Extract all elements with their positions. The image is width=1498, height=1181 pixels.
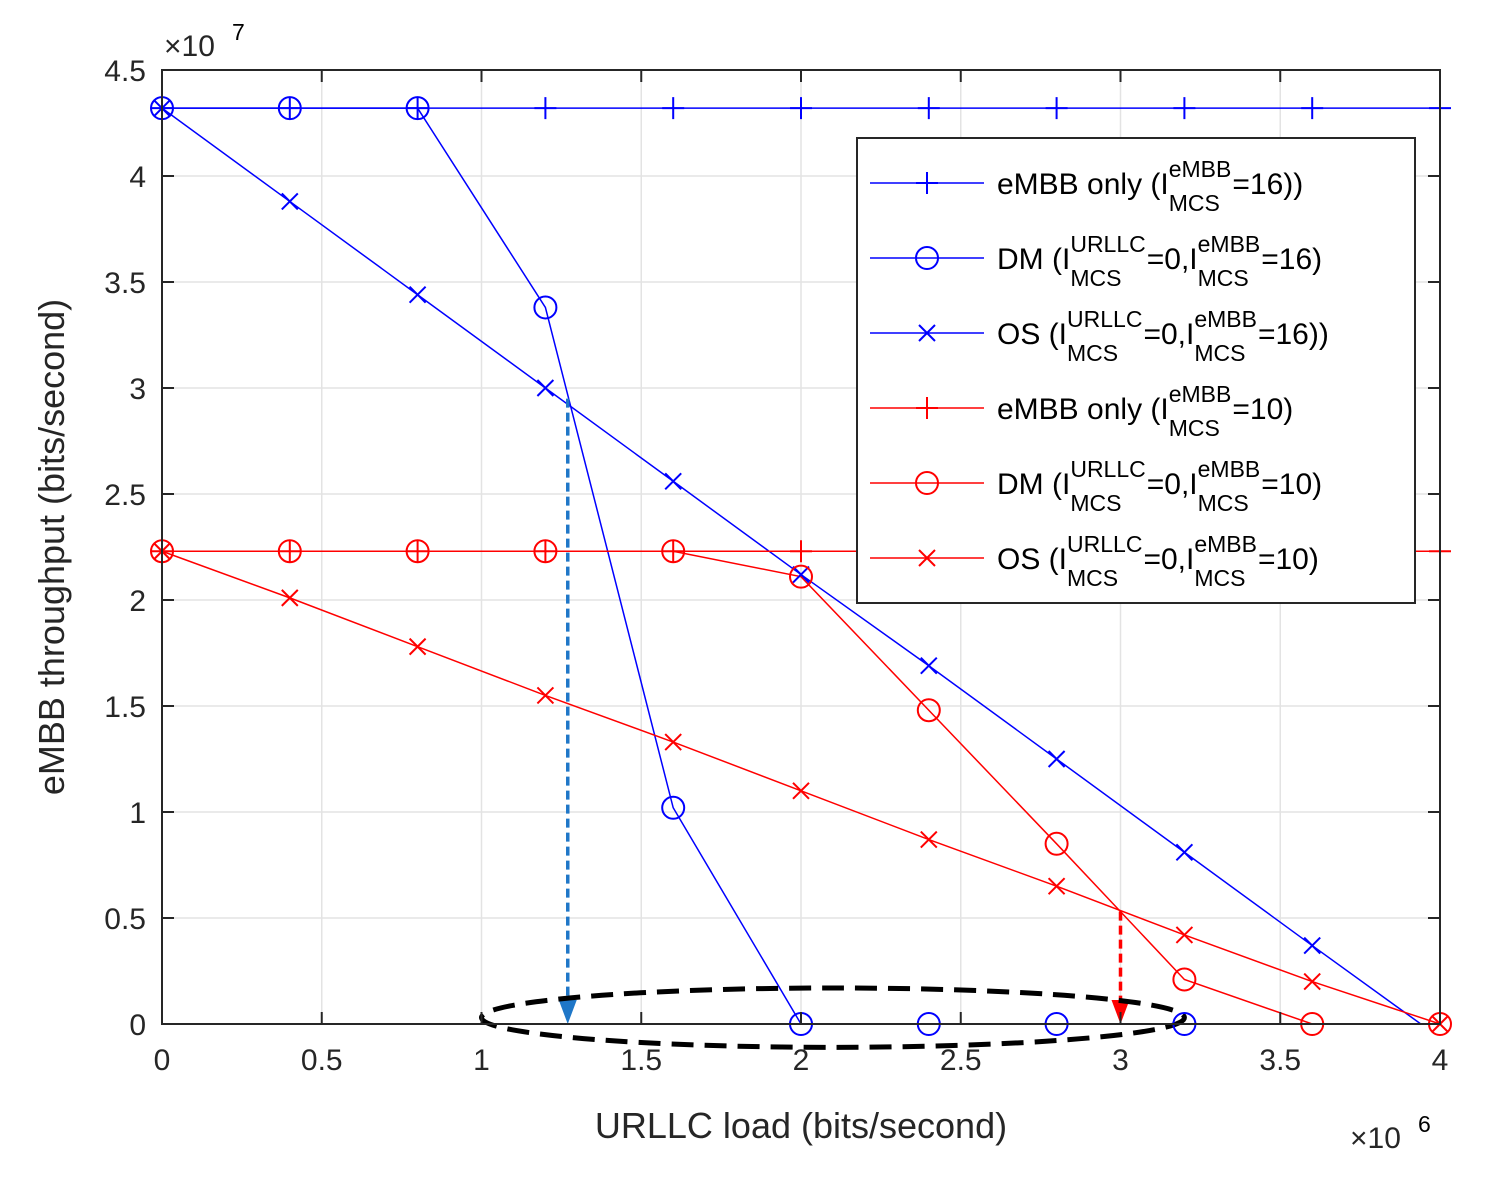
series-5-point bbox=[661, 539, 686, 564]
x-tick-label: 1 bbox=[473, 1044, 490, 1077]
series-5-point bbox=[916, 698, 941, 723]
y-multiplier: ×10 bbox=[164, 30, 215, 63]
series-5-point bbox=[277, 539, 302, 564]
series-2-point bbox=[405, 96, 430, 121]
legend-marker-1 bbox=[916, 172, 938, 194]
series-3-point bbox=[281, 192, 299, 211]
x-multiplier-exponent: 6 bbox=[1418, 1111, 1431, 1137]
y-tick-label: 0 bbox=[129, 1009, 146, 1042]
legend: eMBB only (IeMBB MCS=16)) DM (IURLLC MCS=0,… bbox=[856, 137, 1416, 604]
y-axis-title: eMBB throughput (bits/second) bbox=[31, 299, 72, 795]
series-4-point bbox=[534, 540, 557, 563]
y-exponent-label: ×10 7 bbox=[164, 19, 245, 63]
series-1-point bbox=[1173, 97, 1196, 120]
series-3-point bbox=[1175, 843, 1194, 861]
series-3-point bbox=[792, 565, 810, 584]
series-3-point bbox=[920, 657, 938, 675]
x-axis-title: URLLC load (bits/second) bbox=[595, 1105, 1007, 1146]
series-3-point bbox=[1047, 750, 1066, 768]
series-4-point bbox=[278, 540, 301, 563]
series-1-point bbox=[534, 97, 557, 120]
series-2-point bbox=[661, 795, 686, 820]
series-4-point bbox=[790, 540, 812, 563]
legend-marker-4 bbox=[916, 397, 938, 419]
y-tick-label: 2 bbox=[129, 585, 146, 618]
series-6-point bbox=[920, 830, 938, 849]
series-6-point bbox=[1047, 877, 1066, 895]
x-tick-label: 4 bbox=[1432, 1044, 1449, 1077]
y-tick-label: 2.5 bbox=[104, 479, 146, 512]
x-tick-label: 2 bbox=[793, 1044, 810, 1077]
x-tick-label: 1.5 bbox=[620, 1044, 662, 1077]
series-3-point bbox=[536, 379, 555, 397]
series-1-point bbox=[917, 97, 940, 120]
series-5-point bbox=[533, 539, 558, 564]
legend-label-6: OS (IURLLC MCS=0,IeMBB MCS=10) bbox=[997, 531, 1319, 591]
x-tick-label: 3 bbox=[1112, 1044, 1129, 1077]
series-1-point bbox=[790, 97, 812, 120]
series-4-point bbox=[662, 540, 685, 563]
y-tick-label: 1.5 bbox=[104, 691, 146, 724]
series-6-point bbox=[1303, 972, 1321, 991]
legend-box bbox=[856, 137, 1416, 604]
series-1-point bbox=[1301, 97, 1324, 120]
x-multiplier: ×10 bbox=[1350, 1122, 1401, 1155]
x-tick-label: 0 bbox=[154, 1044, 171, 1077]
legend-marker-6 bbox=[918, 549, 936, 567]
legend-marker-3 bbox=[918, 324, 936, 342]
legend-label-5: DM (IURLLC MCS=0,IeMBB MCS=10) bbox=[997, 456, 1322, 516]
series-5-point bbox=[1044, 831, 1069, 856]
series-3-point bbox=[408, 286, 427, 304]
ticks: 0 0.5 1 1.5 2 2.5 3 3.5 4 0 0.5 1 1.5 2 2.5 3 3.5 4 4.5 bbox=[104, 55, 1448, 1077]
series-4-point bbox=[406, 540, 429, 563]
y-tick-label: 4.5 bbox=[104, 55, 146, 88]
y-tick-label: 1 bbox=[129, 797, 146, 830]
series-6-point bbox=[1175, 926, 1194, 944]
legend-label-1: eMBB only (IeMBB MCS=16)) bbox=[997, 156, 1303, 216]
x-exponent-label: ×10 6 bbox=[1350, 1111, 1431, 1155]
series-6-point bbox=[792, 782, 810, 800]
y-tick-label: 4 bbox=[129, 161, 146, 194]
series-6-point bbox=[664, 733, 682, 751]
series-5-point bbox=[1172, 967, 1197, 992]
series-3-point bbox=[664, 472, 682, 490]
series-2-point bbox=[533, 295, 558, 320]
y-multiplier-exponent: 7 bbox=[232, 19, 245, 45]
series-5-point bbox=[789, 564, 813, 589]
y-tick-label: 0.5 bbox=[104, 903, 146, 936]
legend-label-2: DM (IURLLC MCS=0,IeMBB MCS=16) bbox=[997, 231, 1322, 291]
series-6-point bbox=[536, 686, 555, 705]
series-6-point bbox=[281, 589, 299, 607]
series-1-point bbox=[662, 97, 685, 120]
series-line-5 bbox=[162, 550, 1440, 1025]
series-2-point bbox=[277, 96, 302, 121]
legend-marker-2 bbox=[915, 246, 939, 270]
series-1-point bbox=[1045, 97, 1068, 120]
series-3-point bbox=[1303, 936, 1321, 955]
legend-label-3: OS (IURLLC MCS=0,IeMBB MCS=16)) bbox=[997, 306, 1329, 366]
legend-label-4: eMBB only (IeMBB MCS=10) bbox=[997, 381, 1293, 441]
dashed-arrow-head-1 bbox=[558, 1000, 577, 1024]
series-1-point bbox=[406, 97, 429, 120]
x-tick-label: 3.5 bbox=[1259, 1044, 1301, 1077]
legend-marker-5 bbox=[915, 471, 939, 495]
y-tick-label: 3 bbox=[129, 373, 146, 406]
series-5-point bbox=[405, 539, 430, 564]
series-1-point bbox=[278, 97, 301, 120]
series-6-point bbox=[408, 637, 427, 656]
x-tick-label: 2.5 bbox=[940, 1044, 982, 1077]
x-tick-label: 0.5 bbox=[301, 1044, 343, 1077]
y-tick-label: 3.5 bbox=[104, 267, 146, 300]
